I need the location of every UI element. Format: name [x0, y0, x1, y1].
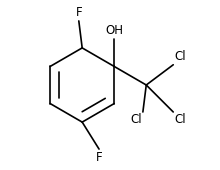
Text: F: F	[96, 151, 102, 164]
Text: OH: OH	[105, 24, 123, 37]
Text: Cl: Cl	[130, 113, 142, 126]
Text: Cl: Cl	[175, 50, 186, 63]
Text: Cl: Cl	[175, 113, 186, 126]
Text: F: F	[75, 6, 82, 19]
